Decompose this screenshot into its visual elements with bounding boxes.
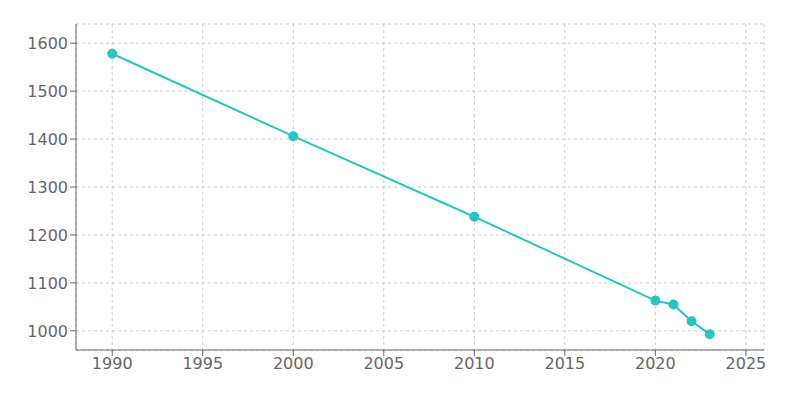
svg-text:1100: 1100 [27, 274, 68, 293]
svg-text:2025: 2025 [726, 354, 767, 373]
svg-text:1990: 1990 [92, 354, 133, 373]
svg-text:1995: 1995 [182, 354, 223, 373]
svg-text:2015: 2015 [544, 354, 585, 373]
svg-text:1200: 1200 [27, 226, 68, 245]
svg-text:1600: 1600 [27, 34, 68, 53]
svg-text:1000: 1000 [27, 322, 68, 341]
svg-text:2010: 2010 [454, 354, 495, 373]
svg-text:2000: 2000 [273, 354, 314, 373]
svg-text:2005: 2005 [363, 354, 404, 373]
svg-text:1500: 1500 [27, 82, 68, 101]
svg-text:1300: 1300 [27, 178, 68, 197]
svg-text:1400: 1400 [27, 130, 68, 149]
svg-text:2020: 2020 [635, 354, 676, 373]
